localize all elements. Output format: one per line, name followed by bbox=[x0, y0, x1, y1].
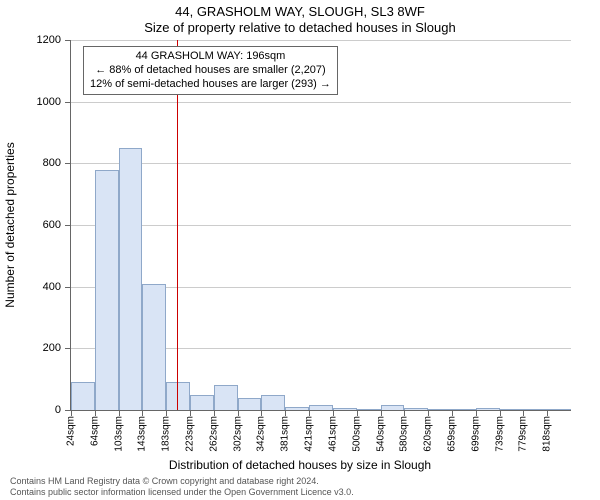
footer-line2: Contains public sector information licen… bbox=[10, 487, 354, 498]
histogram-bar bbox=[309, 405, 333, 410]
x-tick-label: 64sqm bbox=[89, 416, 100, 446]
x-tick-label: 620sqm bbox=[423, 416, 434, 452]
y-tick-label: 0 bbox=[55, 404, 61, 416]
annotation-box: 44 GRASHOLM WAY: 196sqm ← 88% of detache… bbox=[83, 46, 338, 95]
histogram-bar bbox=[523, 409, 547, 410]
histogram-bar bbox=[71, 382, 95, 410]
y-tick-label: 1200 bbox=[37, 34, 61, 46]
x-tick-label: 302sqm bbox=[232, 416, 243, 452]
x-tick-label: 342sqm bbox=[256, 416, 267, 452]
x-tick-label: 103sqm bbox=[113, 416, 124, 452]
x-tick-label: 143sqm bbox=[137, 416, 148, 452]
histogram-bar bbox=[357, 409, 381, 410]
y-axis-label: Number of detached properties bbox=[3, 142, 17, 307]
x-tick-label: 24sqm bbox=[66, 416, 77, 446]
histogram-bar bbox=[214, 385, 238, 410]
histogram-bar bbox=[238, 398, 262, 410]
annotation-line2: ← 88% of detached houses are smaller (2,… bbox=[90, 64, 331, 78]
annotation-line1: 44 GRASHOLM WAY: 196sqm bbox=[90, 50, 331, 64]
y-tick bbox=[65, 40, 71, 41]
x-tick-label: 183sqm bbox=[161, 416, 172, 452]
y-tick bbox=[65, 348, 71, 349]
plot-area: 02004006008001000120024sqm64sqm103sqm143… bbox=[70, 40, 571, 411]
gridline bbox=[71, 163, 571, 164]
x-tick-label: 223sqm bbox=[185, 416, 196, 452]
footer-line1: Contains HM Land Registry data © Crown c… bbox=[10, 476, 354, 487]
histogram-bar bbox=[404, 408, 428, 410]
x-tick-label: 659sqm bbox=[446, 416, 457, 452]
histogram-bar bbox=[333, 408, 357, 410]
histogram-bar bbox=[190, 395, 214, 410]
y-tick-label: 200 bbox=[43, 342, 61, 354]
y-tick-label: 600 bbox=[43, 219, 61, 231]
y-tick bbox=[65, 163, 71, 164]
histogram-bar bbox=[142, 284, 166, 410]
histogram-bar bbox=[476, 408, 500, 410]
y-tick-label: 400 bbox=[43, 281, 61, 293]
histogram-bar bbox=[95, 170, 119, 411]
histogram-bar bbox=[119, 148, 143, 410]
gridline bbox=[71, 102, 571, 103]
histogram-bar bbox=[452, 409, 476, 410]
x-tick-label: 381sqm bbox=[280, 416, 291, 452]
x-tick-label: 421sqm bbox=[304, 416, 315, 452]
reference-line bbox=[177, 40, 178, 410]
footer: Contains HM Land Registry data © Crown c… bbox=[10, 476, 354, 498]
y-tick-label: 1000 bbox=[37, 96, 61, 108]
y-tick-label: 800 bbox=[43, 157, 61, 169]
x-tick-label: 461sqm bbox=[327, 416, 338, 452]
histogram-bar bbox=[381, 405, 405, 410]
x-tick-label: 540sqm bbox=[375, 416, 386, 452]
gridline bbox=[71, 225, 571, 226]
x-tick-label: 699sqm bbox=[470, 416, 481, 452]
x-axis-label: Distribution of detached houses by size … bbox=[0, 458, 600, 472]
y-tick bbox=[65, 287, 71, 288]
y-tick bbox=[65, 102, 71, 103]
histogram-bar bbox=[547, 409, 571, 410]
histogram-bar bbox=[285, 407, 309, 410]
x-tick-label: 500sqm bbox=[351, 416, 362, 452]
histogram-bar bbox=[261, 395, 285, 410]
histogram-bar bbox=[428, 409, 452, 410]
x-tick-label: 818sqm bbox=[542, 416, 553, 452]
x-tick-label: 779sqm bbox=[518, 416, 529, 452]
histogram-bar bbox=[500, 409, 524, 410]
histogram-bar bbox=[166, 382, 190, 410]
chart-container: 44, GRASHOLM WAY, SLOUGH, SL3 8WF Size o… bbox=[0, 0, 600, 500]
title-sub: Size of property relative to detached ho… bbox=[0, 20, 600, 35]
title-main: 44, GRASHOLM WAY, SLOUGH, SL3 8WF bbox=[0, 4, 600, 19]
x-tick-label: 580sqm bbox=[399, 416, 410, 452]
x-tick-label: 262sqm bbox=[208, 416, 219, 452]
x-tick-label: 739sqm bbox=[494, 416, 505, 452]
annotation-line3: 12% of semi-detached houses are larger (… bbox=[90, 78, 331, 92]
y-tick bbox=[65, 225, 71, 226]
gridline bbox=[71, 40, 571, 41]
